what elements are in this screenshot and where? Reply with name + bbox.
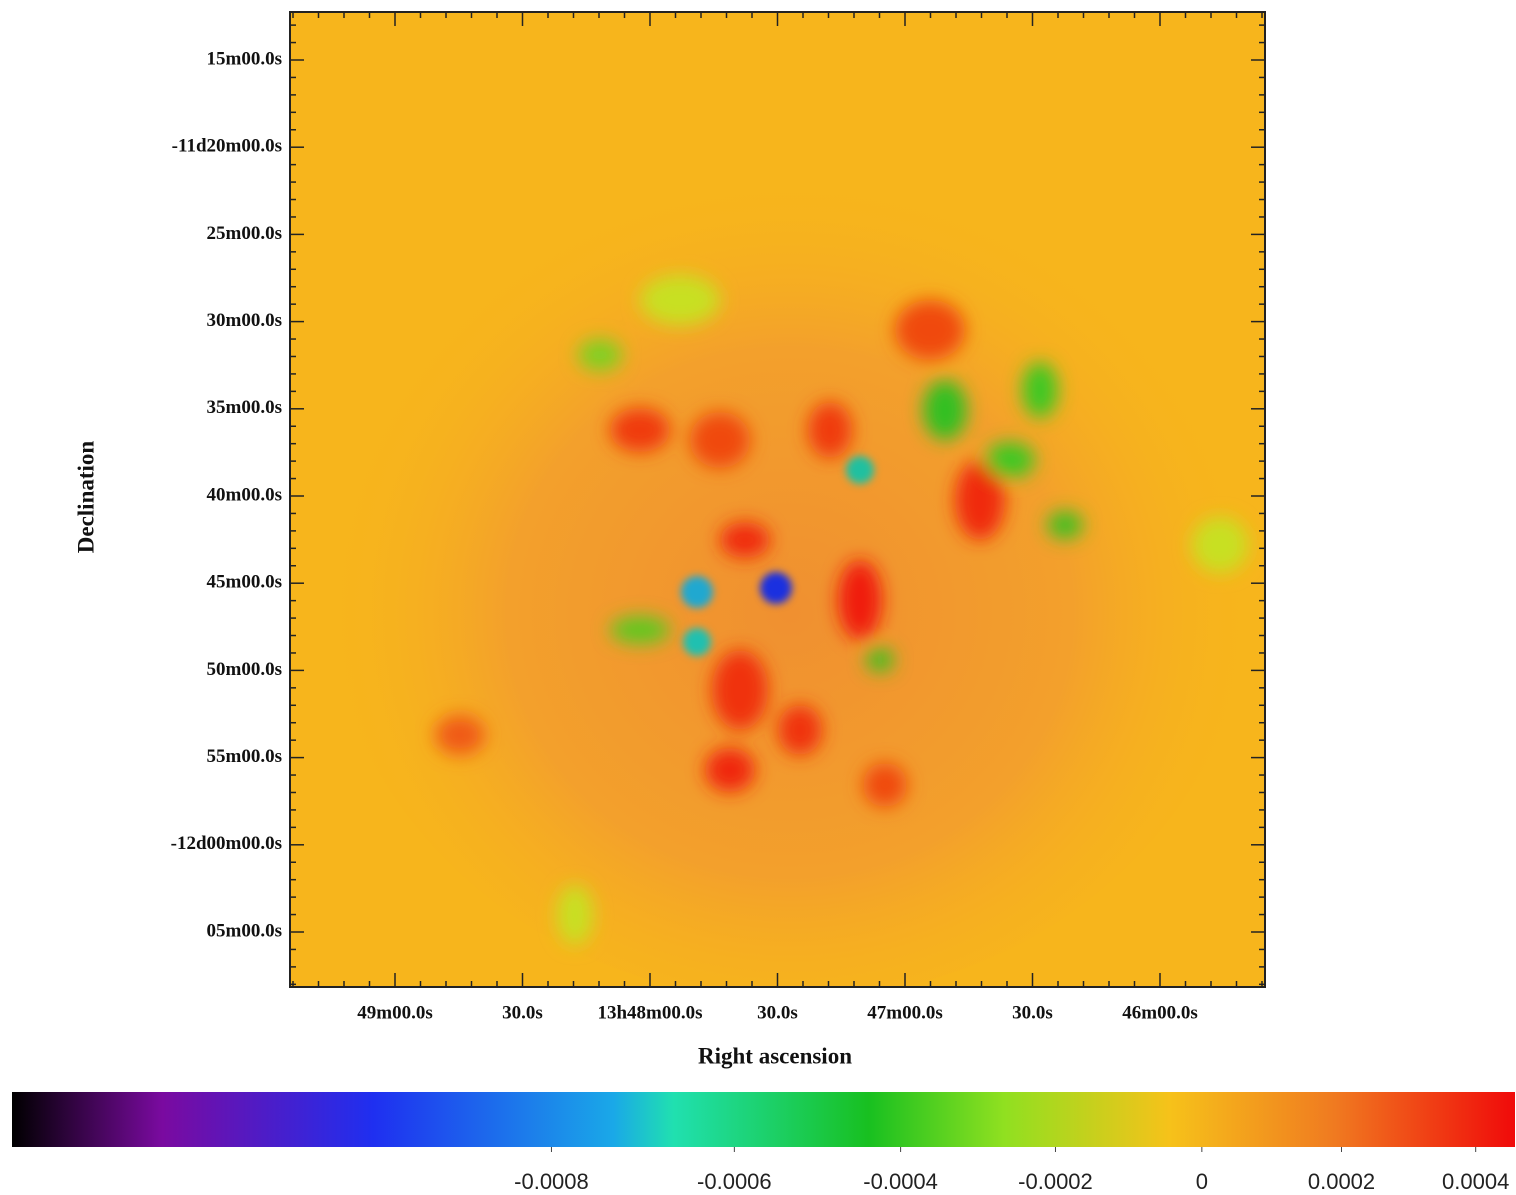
y-tick-label: 45m00.0s (207, 572, 282, 593)
image-features (435, 275, 1248, 945)
x-tick-label: 30.0s (502, 1002, 543, 1023)
y-tick-label: 50m00.0s (207, 659, 282, 680)
y-tick-label: -11d20m00.0s (172, 136, 282, 157)
y-tick-label: 55m00.0s (207, 746, 282, 767)
x-tick-label: 30.0s (1012, 1002, 1053, 1023)
image (290, 12, 1265, 987)
y-tick-label: 40m00.0s (207, 484, 282, 505)
x-tick-label: 46m00.0s (1122, 1002, 1197, 1023)
colorbar-tick-label: 0 (1196, 1169, 1208, 1194)
colorbar-tick-label: 0.0004 (1442, 1169, 1509, 1194)
y-tick-label: 35m00.0s (207, 397, 282, 418)
y-tick-label: 25m00.0s (207, 223, 282, 244)
colorbar-tick-label: -0.0006 (697, 1169, 772, 1194)
frame-ticks (290, 12, 1265, 987)
y-tick-label: -12d00m00.0s (171, 833, 282, 854)
y-tick-label: 05m00.0s (207, 920, 282, 941)
y-axis-label: Declination (73, 441, 98, 554)
colorbar-tick-label: -0.0002 (1018, 1169, 1093, 1194)
y-tick-label: 30m00.0s (207, 310, 282, 331)
colorbar-tick-label: -0.0004 (863, 1169, 938, 1194)
y-tick-label: 15m00.0s (207, 48, 282, 69)
x-tick-label: 49m00.0s (357, 1002, 432, 1023)
compact-sources (681, 456, 874, 656)
colorbar (12, 1092, 1515, 1147)
colorbar-tick-label: 0.0002 (1308, 1169, 1375, 1194)
colorbar-tick-label: -0.0008 (514, 1169, 589, 1194)
x-tick-label: 30.0s (757, 1002, 798, 1023)
x-axis-label: Right ascension (698, 1043, 852, 1068)
x-tick-label: 47m00.0s (867, 1002, 942, 1023)
emission-region (320, 120, 1260, 987)
x-tick-label: 13h48m00.0s (597, 1002, 702, 1023)
